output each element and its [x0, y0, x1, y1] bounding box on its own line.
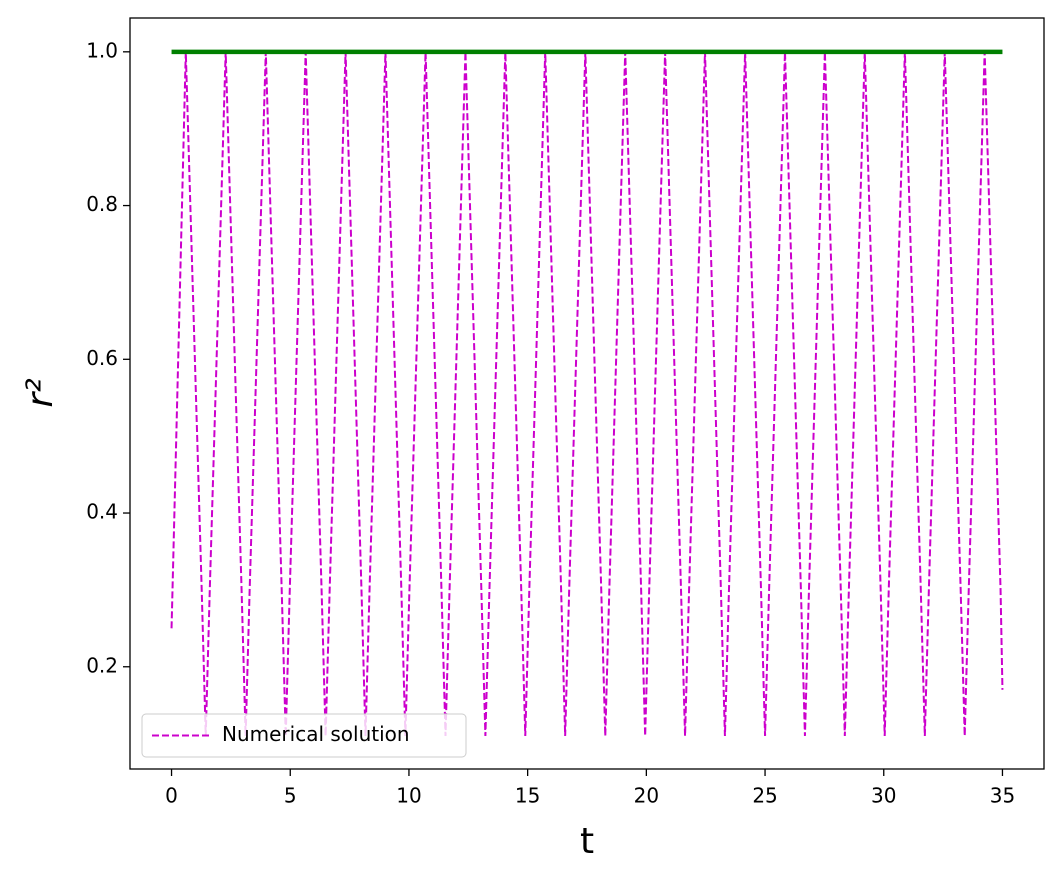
- x-axis-label: t: [580, 821, 594, 862]
- y-tick-label: 0.8: [86, 192, 118, 216]
- y-tick-label: 0.4: [86, 500, 118, 524]
- x-tick-label: 25: [752, 784, 777, 808]
- legend-label: Numerical solution: [222, 722, 410, 746]
- legend-box: [141, 713, 467, 758]
- data-line: [170, 51, 1004, 736]
- y-tick-label: 0.2: [86, 653, 118, 677]
- y-tick-label: 1.0: [86, 38, 118, 62]
- x-tick-label: 35: [990, 784, 1015, 808]
- x-tick-label: 15: [515, 784, 540, 808]
- x-tick-label: 0: [165, 784, 178, 808]
- y-tick-label: 0.6: [86, 346, 118, 370]
- x-tick-label: 30: [871, 784, 896, 808]
- plot-frame: [129, 17, 1045, 770]
- y-axis-label: r²: [20, 378, 61, 407]
- x-tick-label: 10: [396, 784, 421, 808]
- x-tick-label: 20: [634, 784, 659, 808]
- x-tick-label: 5: [284, 784, 297, 808]
